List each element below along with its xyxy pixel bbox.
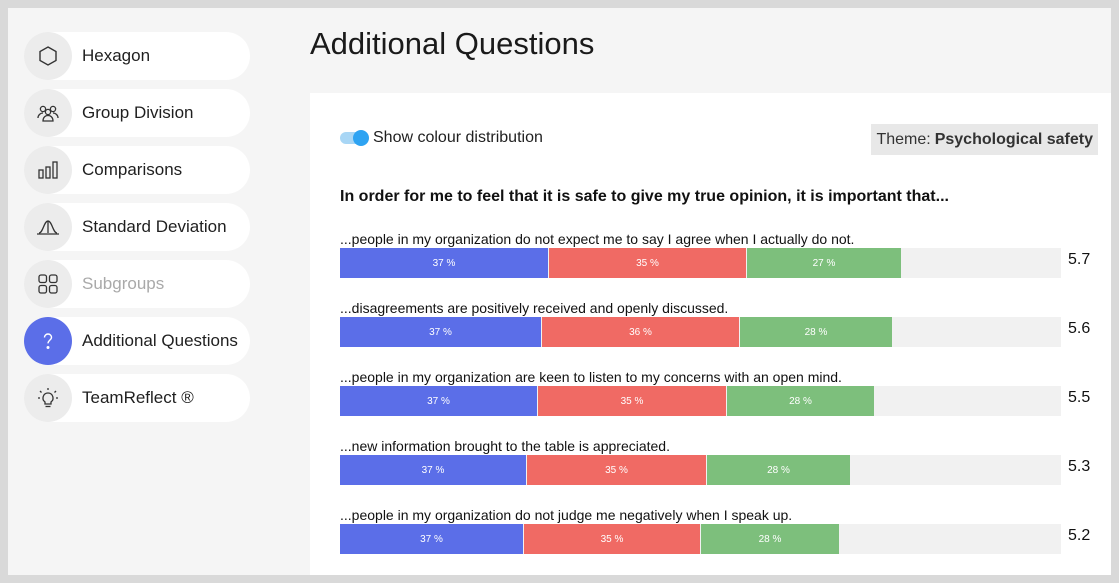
bar-segment-blue: 37 % — [340, 248, 548, 278]
questions-card: Show colour distribution Theme: Psycholo… — [310, 93, 1111, 575]
sidebar-item-subgroups[interactable]: Subgroups — [24, 260, 250, 308]
bar-track: 37 % 35 % 28 % — [340, 386, 1061, 416]
sidebar-item-label: Additional Questions — [82, 331, 238, 350]
question-heading: In order for me to feel that it is safe … — [340, 188, 949, 205]
bar-segment-red: 36 % — [542, 317, 739, 347]
question-item: ...disagreements are positively received… — [340, 299, 1100, 347]
bar-segment-green: 28 % — [707, 455, 850, 485]
sidebar-item-additional-questions[interactable]: Additional Questions — [24, 317, 250, 365]
bar-track: 37 % 35 % 28 % — [340, 455, 1061, 485]
bar-segment-blue: 37 % — [340, 386, 537, 416]
bar-track: 37 % 35 % 27 % — [340, 248, 1061, 278]
bar-chart-icon — [24, 146, 72, 194]
question-text: ...people in my organization are keen to… — [340, 369, 842, 385]
bar-segment-blue: 37 % — [340, 317, 541, 347]
bar-segment-red: 35 % — [538, 386, 726, 416]
question-text: ...people in my organization do not judg… — [340, 507, 793, 523]
colour-distribution-toggle[interactable] — [340, 130, 369, 146]
sidebar-item-label: Subgroups — [82, 274, 165, 293]
question-score: 5.6 — [1068, 320, 1091, 337]
sidebar-item-teamreflect[interactable]: TeamReflect ® — [24, 374, 250, 422]
bar-segment-red: 35 % — [549, 248, 746, 278]
distribution-bar: 37 % 36 % 28 % 5.6 — [340, 317, 1100, 347]
question-item: ...people in my organization do not expe… — [340, 230, 1100, 278]
question-score: 5.3 — [1068, 458, 1091, 475]
question-score: 5.2 — [1068, 527, 1091, 544]
theme-value: Psychological safety — [934, 130, 1093, 148]
theme-badge: Theme: Psychological safety — [871, 124, 1098, 155]
bar-segment-green: 28 % — [727, 386, 874, 416]
bar-segment-blue: 37 % — [340, 524, 523, 554]
distribution-bar: 37 % 35 % 28 % 5.2 — [340, 524, 1100, 554]
sidebar-item-label: Hexagon — [82, 46, 151, 65]
question-item: ...people in my organization do not judg… — [340, 506, 1100, 554]
question-text: ...new information brought to the table … — [340, 438, 670, 454]
question-mark-icon — [24, 317, 72, 365]
sidebar-item-standard-deviation[interactable]: Standard Deviation — [24, 203, 250, 251]
sidebar-item-label: Standard Deviation — [82, 217, 227, 236]
question-text: ...people in my organization do not expe… — [340, 231, 855, 247]
bar-track: 37 % 36 % 28 % — [340, 317, 1061, 347]
toggle-knob — [353, 130, 369, 146]
app-frame: Hexagon Group Division Comparisons — [8, 8, 1111, 575]
question-item: ...people in my organization are keen to… — [340, 368, 1100, 416]
bar-segment-red: 35 % — [524, 524, 700, 554]
theme-label: Theme: — [876, 130, 931, 148]
distribution-bar: 37 % 35 % 28 % 5.3 — [340, 455, 1100, 485]
sidebar: Hexagon Group Division Comparisons — [24, 32, 250, 431]
sidebar-item-hexagon[interactable]: Hexagon — [24, 32, 250, 80]
bell-curve-icon — [24, 203, 72, 251]
question-item: ...new information brought to the table … — [340, 437, 1100, 485]
sidebar-item-group-division[interactable]: Group Division — [24, 89, 250, 137]
bar-segment-green: 27 % — [747, 248, 901, 278]
sidebar-item-label: Comparisons — [82, 160, 183, 179]
bar-segment-red: 35 % — [527, 455, 706, 485]
grid-icon — [24, 260, 72, 308]
question-text: ...disagreements are positively received… — [340, 300, 729, 316]
bar-segment-green: 28 % — [701, 524, 839, 554]
bar-segment-green: 28 % — [740, 317, 892, 347]
sidebar-item-comparisons[interactable]: Comparisons — [24, 146, 250, 194]
page-title: Additional Questions — [310, 26, 595, 61]
colour-distribution-toggle-row: Show colour distribution — [340, 129, 543, 147]
toggle-label: Show colour distribution — [373, 129, 543, 146]
distribution-bar: 37 % 35 % 27 % 5.7 — [340, 248, 1100, 278]
question-score: 5.5 — [1068, 389, 1091, 406]
lightbulb-icon — [24, 374, 72, 422]
hexagon-icon — [24, 32, 72, 80]
distribution-bar: 37 % 35 % 28 % 5.5 — [340, 386, 1100, 416]
bar-segment-blue: 37 % — [340, 455, 526, 485]
sidebar-item-label: TeamReflect ® — [82, 388, 194, 407]
bar-track: 37 % 35 % 28 % — [340, 524, 1061, 554]
question-score: 5.7 — [1068, 251, 1091, 268]
sidebar-item-label: Group Division — [82, 103, 194, 122]
group-icon — [24, 89, 72, 137]
